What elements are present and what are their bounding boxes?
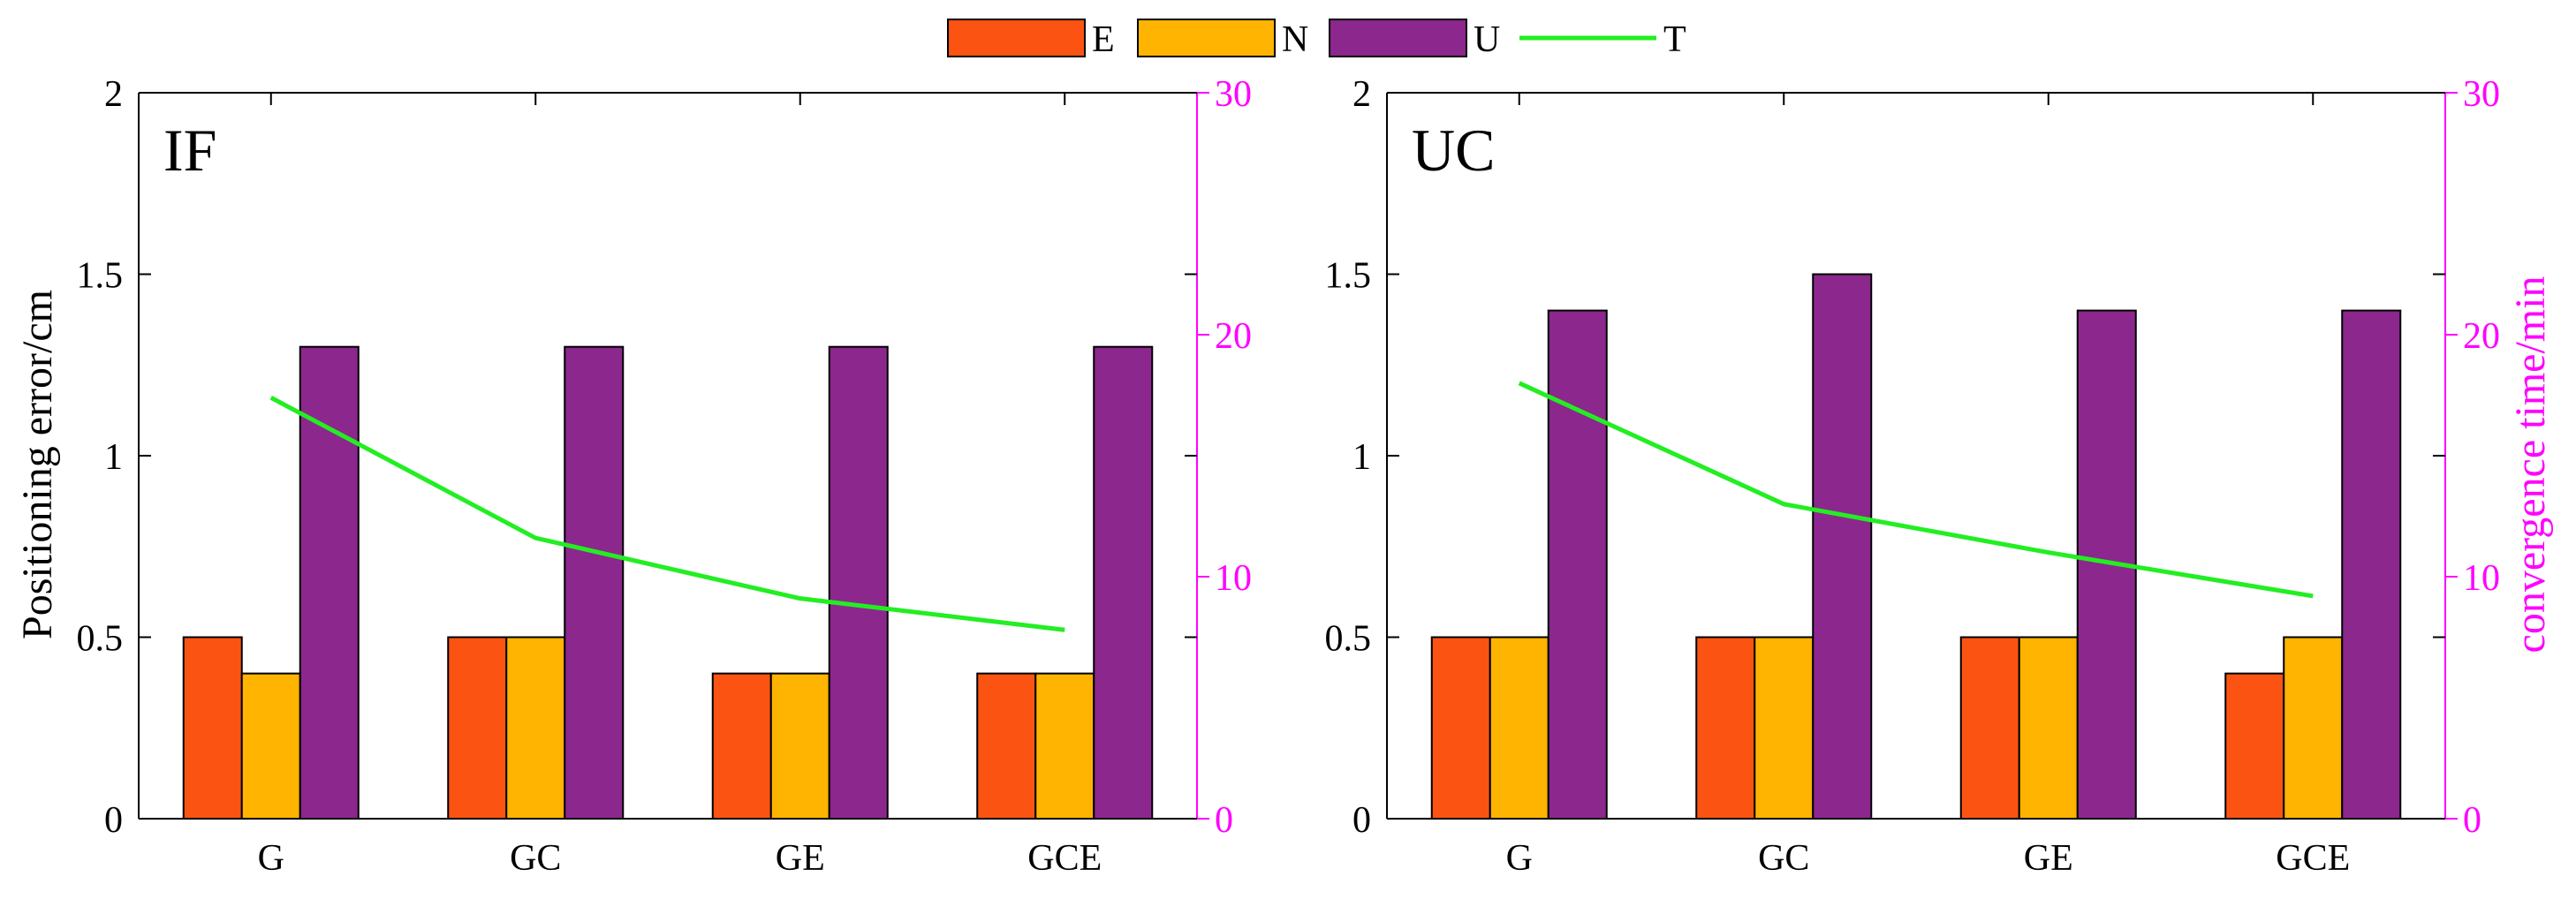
line-series-t: [269, 396, 1065, 632]
bars: [182, 345, 1154, 820]
x-tick-label: GC: [1758, 838, 1809, 879]
y-tick-label: 1.5: [1325, 256, 1372, 297]
bar-e-gc: [1695, 636, 1756, 820]
bars: [1430, 273, 2402, 820]
legend-item-t: T: [1519, 19, 1686, 60]
y2-tick-label: 10: [2463, 558, 2500, 599]
x-tick-label: GC: [510, 838, 561, 879]
legend-label-t: T: [1663, 19, 1686, 60]
bar-u-gce: [1093, 345, 1154, 820]
y-tick-label: 1: [104, 437, 123, 478]
bar-n-gce: [1034, 672, 1095, 820]
legend-item-n: N: [1137, 19, 1308, 60]
y-tick-label: 0.5: [77, 619, 124, 660]
panel-title: UC: [1412, 117, 1495, 184]
y-tick-label: 0: [104, 800, 123, 841]
x-tick-label: G: [258, 838, 284, 879]
y-axis-label: Positioning error/cm: [14, 290, 61, 639]
y-tick-label: 2: [104, 74, 123, 115]
bar-e-ge: [711, 672, 772, 820]
legend-label-n: N: [1282, 19, 1308, 60]
y-tick-label: 2: [1352, 74, 1371, 115]
bar-e-ge: [1959, 636, 2020, 820]
y2-tick-label: 0: [2463, 800, 2481, 841]
x-tick-label: GE: [776, 838, 825, 879]
y2-axis-label: convergence time/min: [2507, 276, 2554, 654]
x-tick-label: GE: [2024, 838, 2073, 879]
legend-swatch-e: [947, 19, 1086, 57]
y-tick-label: 0.5: [1325, 619, 1372, 660]
y2-tick-label: 30: [1215, 74, 1252, 115]
legend-item-e: E: [947, 19, 1115, 60]
bar-n-gc: [505, 636, 566, 820]
bar-u-gc: [564, 345, 625, 820]
y2-tick-label: 0: [1215, 800, 1233, 841]
y-tick-label: 1.5: [77, 256, 124, 297]
bar-e-gce: [976, 672, 1037, 820]
y-tick-label: 1: [1352, 437, 1371, 478]
bar-u-gc: [1812, 273, 1873, 820]
bar-n-gc: [1754, 636, 1815, 820]
bar-u-g: [299, 345, 360, 820]
x-tick-label: GCE: [1027, 838, 1102, 879]
legend-item-u: U: [1329, 19, 1500, 60]
bar-n-gce: [2283, 636, 2344, 820]
bar-e-gce: [2224, 672, 2285, 820]
line-series-t: [1518, 381, 2314, 599]
y2-tick-label: 30: [2463, 74, 2500, 115]
y-tick-label: 0: [1352, 800, 1371, 841]
bar-u-ge: [828, 345, 889, 820]
y2-tick-label: 20: [2463, 316, 2500, 357]
bar-u-gce: [2341, 309, 2402, 820]
bar-n-ge: [769, 672, 830, 820]
x-tick-label: GCE: [2276, 838, 2350, 879]
bar-n-g: [1489, 636, 1549, 820]
legend-label-e: E: [1092, 19, 1115, 60]
bar-u-g: [1547, 309, 1608, 820]
bar-e-g: [182, 636, 243, 820]
legend-label-u: U: [1474, 19, 1500, 60]
y2-tick-label: 20: [1215, 316, 1252, 357]
panel-title: IF: [163, 117, 216, 184]
x-tick-label: G: [1506, 838, 1533, 879]
bar-n-g: [240, 672, 301, 820]
bar-e-g: [1430, 636, 1491, 820]
bar-e-gc: [447, 636, 508, 820]
legend-swatch-u: [1329, 19, 1467, 57]
bar-n-ge: [2018, 636, 2079, 820]
y2-tick-label: 10: [1215, 558, 1252, 599]
legend-swatch-n: [1137, 19, 1276, 57]
